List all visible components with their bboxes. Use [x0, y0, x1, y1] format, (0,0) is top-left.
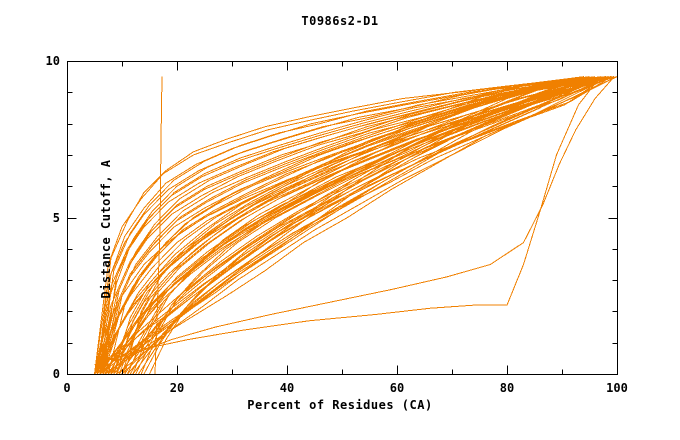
x-tick-label: 100: [606, 381, 628, 395]
x-tick-label: 60: [389, 381, 405, 395]
chart-title: T0986s2-D1: [301, 14, 379, 28]
data-curve: [102, 76, 609, 375]
data-curve: [105, 76, 601, 375]
data-curve: [96, 76, 612, 375]
data-curve: [110, 76, 618, 375]
x-tick-label: 20: [169, 381, 185, 395]
data-curve: [154, 76, 163, 375]
data-curve: [105, 76, 612, 375]
y-tick-label: 5: [52, 210, 60, 225]
data-curve: [99, 76, 607, 375]
data-curve: [140, 76, 607, 375]
y-axis-title: Distance Cutoff, A: [99, 159, 113, 299]
data-curve: [94, 76, 601, 366]
data-curve: [94, 76, 607, 375]
data-curve: [116, 76, 615, 362]
y-tick-label: 0: [52, 367, 60, 381]
data-curve: [107, 76, 607, 375]
data-curves-layer: [94, 76, 618, 375]
x-tick-label: 0: [63, 381, 71, 395]
data-curve: [96, 76, 609, 375]
data-curve: [113, 76, 609, 375]
axis-frame-layer: [67, 61, 618, 375]
data-curve: [102, 76, 615, 375]
x-tick-label: 80: [499, 381, 515, 395]
data-curve: [132, 76, 593, 375]
x-axis-title: Percent of Residues (CA): [247, 398, 433, 412]
data-curve: [124, 76, 585, 375]
data-curve: [124, 76, 612, 375]
data-curve: [110, 76, 590, 375]
data-curve: [113, 76, 615, 375]
data-curve: [107, 76, 604, 375]
x-tick-label: 40: [279, 381, 295, 395]
data-curve: [102, 76, 615, 375]
data-curve: [99, 76, 612, 375]
data-curve: [149, 76, 612, 375]
data-curve: [127, 76, 587, 375]
data-curve: [138, 76, 590, 375]
data-curve: [121, 76, 612, 375]
data-curve: [135, 76, 590, 375]
data-curve: [99, 76, 615, 375]
y-tick-label: 10: [45, 54, 60, 68]
data-curve: [105, 76, 607, 375]
data-curve: [118, 76, 612, 375]
data-curve: [102, 76, 615, 375]
data-curve: [143, 76, 607, 375]
data-curve: [96, 76, 607, 375]
